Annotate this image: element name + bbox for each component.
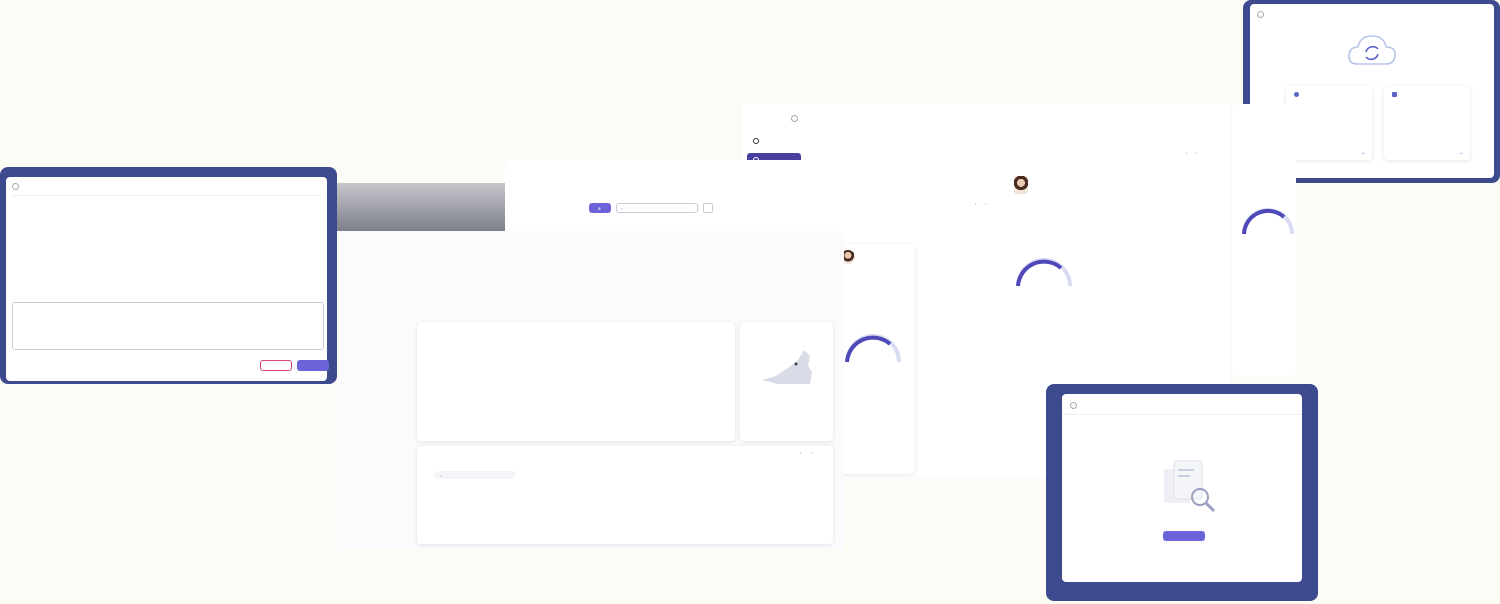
update-dialog [6,177,329,381]
avatar [841,250,855,264]
seller-search-input[interactable]: ⌕ [616,203,698,213]
contact-summary-card: → [1286,86,1372,160]
arrow-right-icon[interactable]: → [1458,150,1464,156]
back-icon[interactable] [1257,11,1264,18]
converted-dialog-frame: → → [1243,0,1500,183]
deals-card: ↓ ↑ ⌕ [417,446,833,544]
grid-icon [753,138,759,144]
upload-icon: ↑ [984,202,987,206]
nav-dashboard[interactable] [747,134,801,148]
seller-detail-card [837,244,915,474]
building-icon [1392,92,1397,97]
download-icon: ↓ [800,451,802,455]
export-button[interactable]: ↑ [985,202,987,206]
import-button[interactable]: ↓ [1186,151,1188,155]
account-summary-card: → [1384,86,1470,160]
upload-document-button[interactable] [1163,531,1205,541]
update-button[interactable] [297,360,329,371]
upload-icon: ↑ [1195,151,1198,155]
seller-detail-middle [1010,160,1078,396]
import-button[interactable]: ↓ [800,451,802,455]
deals-search-input[interactable]: ⌕ [435,471,515,479]
search-icon: ⌕ [440,472,444,478]
avatar [1014,176,1028,194]
download-icon: ↓ [975,202,977,206]
level-gauge [1242,208,1294,235]
dashboard-screen: ↓ ↑ ⌕ [337,231,844,550]
back-icon[interactable] [1070,402,1077,409]
update-dialog-frame [0,167,337,384]
search-icon: ⌕ [621,205,625,211]
document-search-icon [1164,460,1216,513]
level-gauge [845,334,901,363]
collapse-icon[interactable] [791,115,798,122]
filter-icon[interactable] [703,203,713,213]
new-seller-button[interactable]: ⊕ [589,203,611,213]
import-button[interactable]: ↓ [975,202,977,206]
sale-per-month-card [417,322,735,441]
uae-map-icon [762,350,812,384]
plus-icon: ⊕ [597,205,603,211]
sale-city-card [740,322,833,441]
cancel-button[interactable] [260,360,292,371]
opportunity-frame [1046,384,1318,601]
back-icon[interactable] [12,183,19,190]
download-icon: ↓ [1186,151,1188,155]
opportunity-dialog [1062,394,1302,582]
level-gauge [1016,258,1072,287]
sale-line-chart [417,334,735,441]
cloud-sync-icon [1348,35,1396,65]
export-button[interactable]: ↑ [812,451,814,455]
upload-icon: ↑ [811,451,814,455]
backdrop-band [337,183,505,231]
export-button[interactable]: ↑ [1196,151,1198,155]
address-textarea[interactable] [12,302,324,350]
arrow-right-icon[interactable]: → [1360,150,1366,156]
user-icon [1294,92,1299,97]
seller-detail-right [1232,104,1296,376]
